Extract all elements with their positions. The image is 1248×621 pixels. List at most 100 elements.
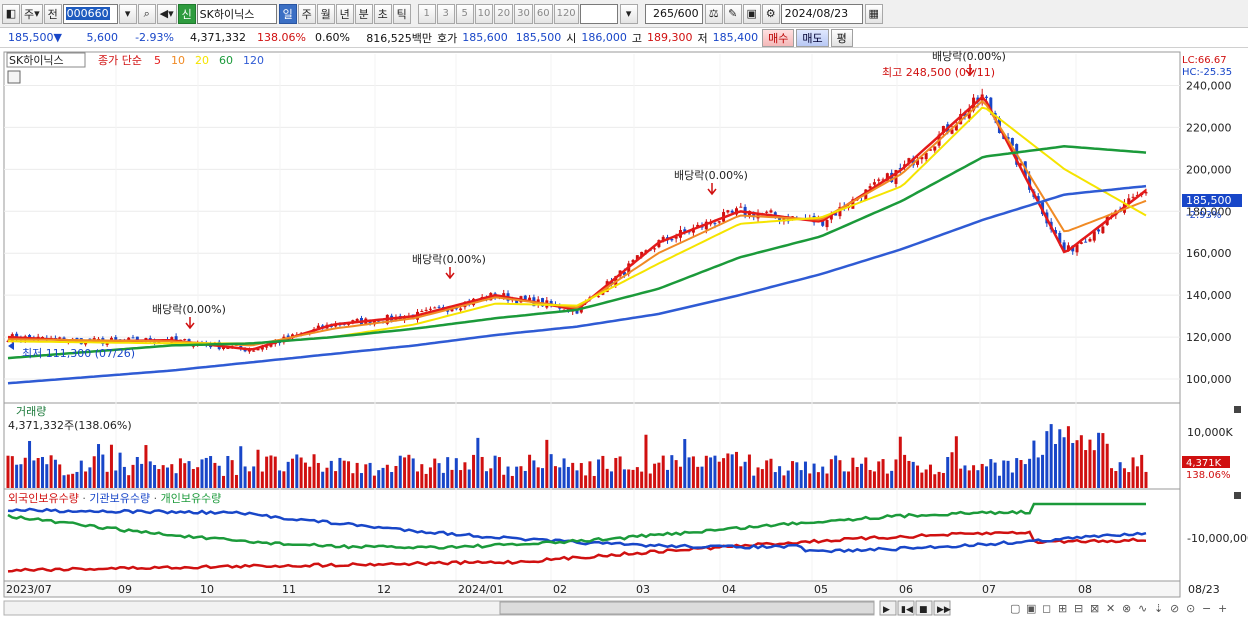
nav-button-1[interactable] <box>897 600 915 616</box>
legend-institution: 기관보유수량 <box>89 492 150 505</box>
turnover-value: 0.60% <box>315 31 350 44</box>
interval-button-120[interactable]: 120 <box>553 3 579 24</box>
nav-button-0[interactable] <box>879 600 897 616</box>
interval-input[interactable] <box>579 3 618 24</box>
chart-title[interactable]: SK하이닉스 <box>9 53 64 67</box>
gear-icon[interactable]: ⚙ <box>761 3 780 24</box>
candle-body <box>597 296 601 298</box>
volume-bar <box>1092 450 1096 488</box>
speaker-icon[interactable]: ◀▾ <box>156 3 177 24</box>
candle-body <box>420 311 424 313</box>
volume-bar <box>213 462 217 488</box>
date-field[interactable]: 2024/08/23 <box>780 3 863 24</box>
new-badge[interactable]: 신 <box>177 3 196 24</box>
volume-bar <box>269 455 273 488</box>
candle-body <box>872 182 876 185</box>
sell-button[interactable]: 매도 <box>796 28 829 47</box>
nav-button-2[interactable] <box>915 600 933 616</box>
tool-icon-13[interactable]: + <box>1218 602 1227 615</box>
period-button-5[interactable]: 초 <box>373 3 392 24</box>
candle-body <box>428 308 432 310</box>
interval-button-3[interactable]: 3 <box>436 3 455 24</box>
volume-bar <box>118 452 122 488</box>
volume-bar <box>161 465 165 488</box>
period-type-select[interactable]: 주 ▾ <box>21 3 43 24</box>
holdings-legend: 외국인보유수량 · 기관보유수량 · 개인보유수량 <box>8 492 221 505</box>
volume-bar <box>890 470 894 488</box>
tool-icon-11[interactable]: ⊙ <box>1186 602 1195 615</box>
tool-icon-0[interactable]: ▢ <box>1010 602 1020 615</box>
period-button-6[interactable]: 틱 <box>392 3 411 24</box>
price-value: 185,500▼ <box>8 31 62 44</box>
candle-body <box>424 309 428 311</box>
legend-ma-10[interactable]: 10 <box>171 54 185 67</box>
stock-chart[interactable]: 배당락(0.00%) 배당락(0.00%) 배당락(0.00%) 배당락(0.00%)… <box>0 48 1248 621</box>
candle-body <box>941 125 945 133</box>
candle-body <box>1101 226 1105 234</box>
interval-button-1[interactable]: 1 <box>417 3 436 24</box>
candle-body <box>1097 229 1101 232</box>
tool-icon-12[interactable]: − <box>1202 602 1211 615</box>
table-toggle-icon[interactable] <box>7 70 21 84</box>
volume-bar <box>420 464 424 488</box>
candle-body <box>1019 163 1023 166</box>
tool-icon-1[interactable]: ▣ <box>1026 602 1036 615</box>
volume-bar <box>730 454 734 488</box>
buy-button[interactable]: 매수 <box>762 28 795 47</box>
tool-icon-6[interactable]: ✕ <box>1106 602 1115 615</box>
scroll-thumb[interactable] <box>499 601 875 615</box>
period-button-4[interactable]: 분 <box>354 3 373 24</box>
interval-button-20[interactable]: 20 <box>494 3 514 24</box>
tool-icon-4[interactable]: ⊟ <box>1074 602 1083 615</box>
period-button-3[interactable]: 년 <box>335 3 354 24</box>
interval-button-60[interactable]: 60 <box>533 3 553 24</box>
period-button-0[interactable]: 일 <box>278 3 297 24</box>
candle-body <box>765 211 769 213</box>
legend-ma-120[interactable]: 120 <box>243 54 264 67</box>
volume-bar <box>84 471 88 488</box>
volume-bar <box>1002 460 1006 488</box>
indicator-icon[interactable]: ⚖ <box>704 3 723 24</box>
tool-icon-10[interactable]: ⊘ <box>1170 602 1179 615</box>
stock-name-field[interactable]: SK하이닉스 <box>196 3 277 24</box>
tool-icon-9[interactable]: ⇣ <box>1154 602 1163 615</box>
chart-settings-icon[interactable]: ◧ <box>2 3 20 24</box>
search-icon[interactable]: ⌕ <box>137 3 156 24</box>
save-icon[interactable]: ▣ <box>742 3 761 24</box>
tool-icon-2[interactable]: ◻ <box>1042 602 1051 615</box>
volume-bar <box>657 462 661 488</box>
volume-bar <box>769 458 773 488</box>
interval-button-5[interactable]: 5 <box>455 3 474 24</box>
interval-dropdown-icon[interactable]: ▾ <box>619 3 638 24</box>
volume-bar <box>920 472 924 488</box>
chart-title-box[interactable] <box>6 52 86 68</box>
volume-panel-close-icon[interactable] <box>1234 406 1241 413</box>
draw-tool-icon[interactable]: ✎ <box>723 3 742 24</box>
low-value: 185,400 <box>712 31 759 44</box>
legend-ma-5[interactable]: 5 <box>154 54 161 67</box>
count-display[interactable]: 265/600 <box>644 3 703 24</box>
volume-bar <box>622 469 626 488</box>
interval-button-30[interactable]: 30 <box>514 3 533 24</box>
stock-code-input[interactable]: 000660 <box>62 3 118 24</box>
volume-bar <box>791 461 795 488</box>
high-annotation: 최고 248,500 (07/11) <box>882 66 995 79</box>
holdings-panel-close-icon[interactable] <box>1234 492 1241 499</box>
tool-icon-3[interactable]: ⊞ <box>1058 602 1067 615</box>
legend-ma-60[interactable]: 60 <box>219 54 233 67</box>
tool-icon-8[interactable]: ∿ <box>1138 602 1147 615</box>
tool-icon-7[interactable]: ⊗ <box>1122 602 1131 615</box>
tool-icon-5[interactable]: ⊠ <box>1090 602 1099 615</box>
avg-button[interactable]: 평 <box>830 28 853 47</box>
interval-button-10[interactable]: 10 <box>474 3 494 24</box>
calendar-icon[interactable]: ▦ <box>864 3 883 24</box>
nav-button-3[interactable] <box>933 600 951 616</box>
period-button-2[interactable]: 월 <box>316 3 335 24</box>
period-button-1[interactable]: 주 <box>297 3 316 24</box>
volume-bar <box>510 475 514 488</box>
prev-button[interactable]: 전 <box>43 3 62 24</box>
code-dropdown-icon[interactable]: ▾ <box>118 3 137 24</box>
volume-current-tag <box>1182 456 1230 468</box>
volume-bar <box>1053 444 1057 488</box>
legend-ma-20[interactable]: 20 <box>195 54 209 67</box>
